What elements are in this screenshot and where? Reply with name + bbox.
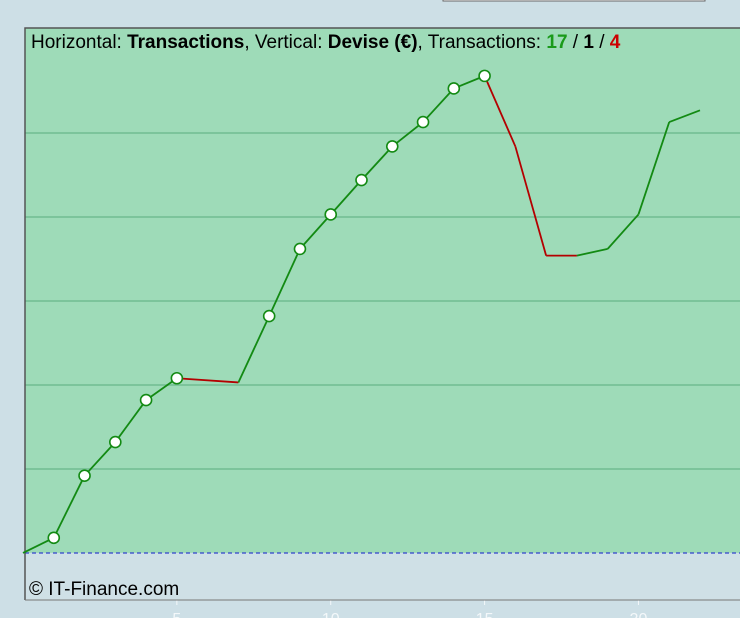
point-marker [324,208,338,221]
plot-background [25,28,740,553]
line-segment [330,179,363,216]
chart-title: Horizontal: Transactions, Vertical: Devi… [31,32,621,53]
point-marker [385,140,399,153]
line-segment [637,121,671,215]
title-part: Horizontal: [31,32,127,53]
tab-edge [442,0,706,2]
line-segment [83,441,116,477]
x-tick-label: 15 [476,611,494,618]
line-segment [360,145,393,181]
title-part: Transactions [127,32,244,53]
point-marker [478,69,491,83]
point-marker [170,371,184,385]
lower-band [25,552,740,600]
point-marker [262,309,276,323]
point-marker [416,115,430,129]
title-part: , Vertical: [244,32,327,53]
point-marker [139,393,153,407]
line-segment [668,109,701,123]
title-part: 4 [610,32,621,53]
title-part: / [594,32,610,53]
point-marker [355,173,368,187]
line-segment [268,248,301,317]
line-segment [299,213,332,250]
title-part: , Transactions: [418,32,547,53]
point-marker [78,469,91,482]
line-segment [514,146,547,256]
line-segment [176,377,239,384]
x-tick-label: 20 [630,611,648,618]
line-segment [391,121,424,148]
credit: © IT-Finance.com [29,579,179,600]
title-part: / [568,32,584,53]
line-segment [576,248,608,257]
line-segment [607,213,640,250]
point-marker [447,82,461,95]
point-marker [109,435,122,449]
line-segment [52,475,86,539]
line-segment [114,399,147,443]
point-marker [47,531,61,545]
line-segment [483,75,517,147]
point-marker [293,242,307,256]
line-segment [422,87,455,123]
title-part: Devise (€) [328,32,418,53]
title-part: 1 [583,32,594,53]
plot-border [24,27,740,600]
x-tick-label: 5 [172,611,181,618]
plot-area: 5 10 15 20 [22,27,740,618]
x-tick-label: 10 [322,611,340,618]
line-segment [237,315,270,383]
title-part: 17 [546,32,567,53]
